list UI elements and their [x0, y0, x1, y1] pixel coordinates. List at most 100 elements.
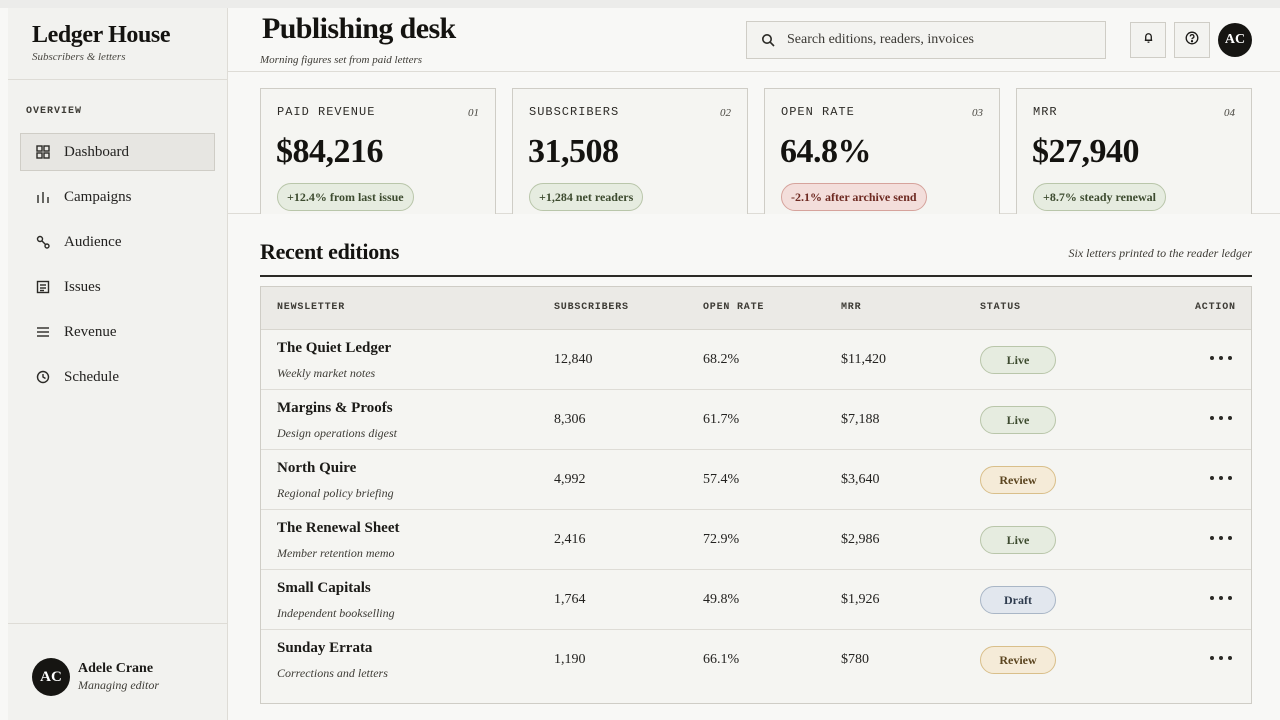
page-subtitle: Morning figures set from paid letters	[260, 54, 423, 66]
kpi-value: 31,508	[528, 133, 619, 170]
sidebar-item-label: Dashboard	[64, 143, 129, 160]
newsletter-name[interactable]: Small Capitals	[277, 580, 371, 596]
link-nodes-icon	[36, 235, 50, 249]
status-badge: Draft	[980, 586, 1056, 614]
search-input[interactable]	[787, 32, 1087, 48]
sidebar-item-label: Issues	[64, 278, 101, 295]
user-profile[interactable]: AC Adele Crane Managing editor	[32, 658, 159, 696]
kpi-label: PAID REVENUE	[277, 105, 376, 119]
kpi-label: SUBSCRIBERS	[529, 105, 620, 119]
table-row[interactable]: Sunday Errata Corrections and letters 1,…	[261, 630, 1251, 690]
row-actions-button[interactable]	[1199, 348, 1243, 368]
more-icon	[1210, 416, 1232, 420]
sidebar-item-dashboard[interactable]: Dashboard	[20, 133, 215, 171]
sidebar-item-revenue[interactable]: Revenue	[20, 313, 215, 351]
kpi-number: 02	[720, 107, 731, 119]
newsletter-name[interactable]: The Quiet Ledger	[277, 340, 392, 356]
column-header-action: ACTION	[1195, 302, 1236, 313]
table-row[interactable]: North Quire Regional policy briefing 4,9…	[261, 450, 1251, 510]
column-header-subscribers[interactable]: SUBSCRIBERS	[554, 302, 629, 313]
clock-icon	[36, 370, 50, 384]
avatar: AC	[32, 658, 70, 696]
column-header-status[interactable]: STATUS	[980, 302, 1021, 313]
row-actions-button[interactable]	[1199, 408, 1243, 428]
newsletter-name[interactable]: The Renewal Sheet	[277, 520, 400, 536]
brand: Ledger House Subscribers & letters	[32, 22, 170, 63]
row-actions-button[interactable]	[1199, 528, 1243, 548]
newsletter-description: Weekly market notes	[277, 366, 376, 380]
nav-heading: OVERVIEW	[26, 106, 83, 117]
mrr-cell: $7,188	[841, 412, 880, 427]
table-row[interactable]: Small Capitals Independent bookselling 1…	[261, 570, 1251, 630]
brand-subtitle: Subscribers & letters	[32, 51, 126, 63]
more-icon	[1210, 596, 1232, 600]
row-actions-button[interactable]	[1199, 588, 1243, 608]
search-box[interactable]	[746, 21, 1106, 59]
kpi-label: MRR	[1033, 105, 1058, 119]
kpi-delta-badge: -2.1% after archive send	[781, 183, 927, 211]
kpi-value: $27,940	[1032, 133, 1140, 170]
column-header-mrr[interactable]: MRR	[841, 302, 862, 313]
kpi-delta-badge: +12.4% from last issue	[277, 183, 414, 211]
help-button[interactable]	[1174, 22, 1210, 58]
table-row[interactable]: The Renewal Sheet Member retention memo …	[261, 510, 1251, 570]
newsletter-name[interactable]: Margins & Proofs	[277, 400, 393, 416]
bar-chart-icon	[36, 190, 50, 204]
user-name: Adele Crane	[78, 661, 154, 676]
sidebar-item-issues[interactable]: Issues	[20, 268, 215, 306]
newsletter-name[interactable]: North Quire	[277, 460, 357, 476]
mrr-cell: $11,420	[841, 352, 886, 367]
page-title: Publishing desk	[262, 12, 456, 45]
kpi-value: $84,216	[276, 133, 384, 170]
table-row[interactable]: Margins & Proofs Design operations diges…	[261, 390, 1251, 450]
brand-title: Ledger House	[32, 22, 171, 48]
sidebar-nav: Dashboard Campaigns Audience Issues Reve…	[20, 133, 215, 403]
bell-icon	[1142, 31, 1155, 49]
grid-icon	[36, 145, 50, 159]
mrr-cell: $780	[841, 652, 869, 667]
sidebar-item-label: Revenue	[64, 323, 117, 340]
open-rate-cell: 49.8%	[703, 592, 740, 607]
open-rate-cell: 61.7%	[703, 412, 740, 427]
subscribers-cell: 4,992	[554, 472, 586, 487]
column-header-newsletter[interactable]: NEWSLETTER	[277, 302, 346, 313]
sidebar-item-label: Schedule	[64, 368, 119, 385]
kpi-card-subscribers: SUBSCRIBERS 02 31,508 +1,284 net readers	[512, 88, 748, 214]
sidebar-item-audience[interactable]: Audience	[20, 223, 215, 261]
status-badge: Live	[980, 406, 1056, 434]
row-actions-button[interactable]	[1199, 648, 1243, 668]
kpi-card-paid-revenue: PAID REVENUE 01 $84,216 +12.4% from last…	[260, 88, 496, 214]
column-header-open-rate[interactable]: OPEN RATE	[703, 302, 765, 313]
search-icon	[761, 33, 775, 47]
sidebar-item-label: Campaigns	[64, 188, 132, 205]
table-row[interactable]: The Quiet Ledger Weekly market notes 12,…	[261, 330, 1251, 390]
open-rate-cell: 66.1%	[703, 652, 740, 667]
status-badge: Live	[980, 526, 1056, 554]
mrr-cell: $2,986	[841, 532, 880, 547]
mrr-cell: $1,926	[841, 592, 880, 607]
avatar[interactable]: AC	[1218, 23, 1252, 57]
newsletter-name[interactable]: Sunday Errata	[277, 640, 373, 656]
editions-table: NEWSLETTER SUBSCRIBERS OPEN RATE MRR STA…	[260, 286, 1252, 704]
newsletter-description: Corrections and letters	[277, 666, 388, 680]
newsletter-description: Member retention memo	[277, 546, 395, 560]
more-icon	[1210, 356, 1232, 360]
status-badge: Review	[980, 646, 1056, 674]
status-badge: Live	[980, 346, 1056, 374]
subscribers-cell: 1,190	[554, 652, 586, 667]
subscribers-cell: 1,764	[554, 592, 586, 607]
kpi-card-mrr: MRR 04 $27,940 +8.7% steady renewal	[1016, 88, 1252, 214]
open-rate-cell: 57.4%	[703, 472, 740, 487]
subscribers-cell: 8,306	[554, 412, 586, 427]
more-icon	[1210, 476, 1232, 480]
kpi-label: OPEN RATE	[781, 105, 855, 119]
sidebar-item-campaigns[interactable]: Campaigns	[20, 178, 215, 216]
notifications-button[interactable]	[1130, 22, 1166, 58]
kpi-number: 04	[1224, 107, 1235, 119]
list-icon	[36, 325, 50, 339]
help-icon	[1185, 31, 1199, 50]
sidebar-item-schedule[interactable]: Schedule	[20, 358, 215, 396]
row-actions-button[interactable]	[1199, 468, 1243, 488]
open-rate-cell: 72.9%	[703, 532, 740, 547]
kpi-number: 01	[468, 107, 479, 119]
